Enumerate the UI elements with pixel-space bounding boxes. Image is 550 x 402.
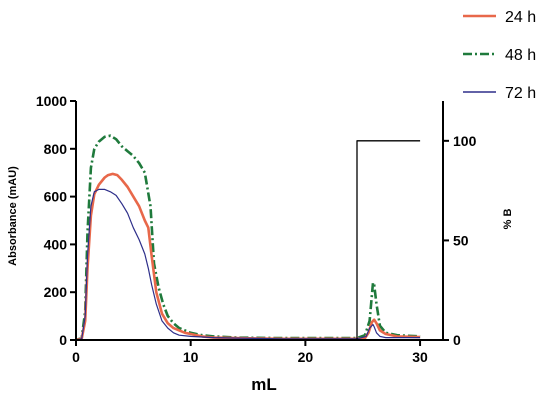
- series-line-48h: [75, 134, 421, 342]
- y-axis-label: Absorbance (mAU): [7, 166, 19, 266]
- y-tick-label: 200: [44, 284, 68, 300]
- y-tick-label: 400: [44, 236, 68, 252]
- x-tick-label: 10: [183, 349, 199, 365]
- legend: 24 h 48 h 72 h: [463, 9, 536, 102]
- series-line-72h: [75, 188, 421, 341]
- y2-tick-label: 100: [453, 133, 477, 149]
- series-line-percent-b: [76, 140, 421, 341]
- plot-area: [75, 134, 421, 342]
- x-tick-label: 0: [72, 349, 80, 365]
- right-axis: 0 50 100: [442, 101, 477, 348]
- series-line-24h: [75, 172, 421, 342]
- y-tick-label: 0: [59, 332, 67, 348]
- legend-label: 72 h: [505, 85, 536, 102]
- y-tick-label: 1000: [36, 93, 67, 109]
- x-tick-label: 20: [298, 349, 314, 365]
- y-tick-label: 600: [44, 189, 68, 205]
- y2-tick-label: 0: [453, 332, 461, 348]
- left-axis: 0 200 400 600 800 1000: [36, 93, 77, 348]
- y-tick-label: 800: [44, 141, 68, 157]
- legend-label: 24 h: [505, 9, 536, 26]
- x-tick-label: 30: [412, 349, 428, 365]
- y2-axis-label: % B: [502, 209, 514, 230]
- legend-label: 48 h: [505, 47, 536, 64]
- bottom-axis: 0 10 20 30: [72, 339, 443, 365]
- x-axis-label: mL: [251, 375, 277, 394]
- y2-tick-label: 50: [453, 232, 469, 248]
